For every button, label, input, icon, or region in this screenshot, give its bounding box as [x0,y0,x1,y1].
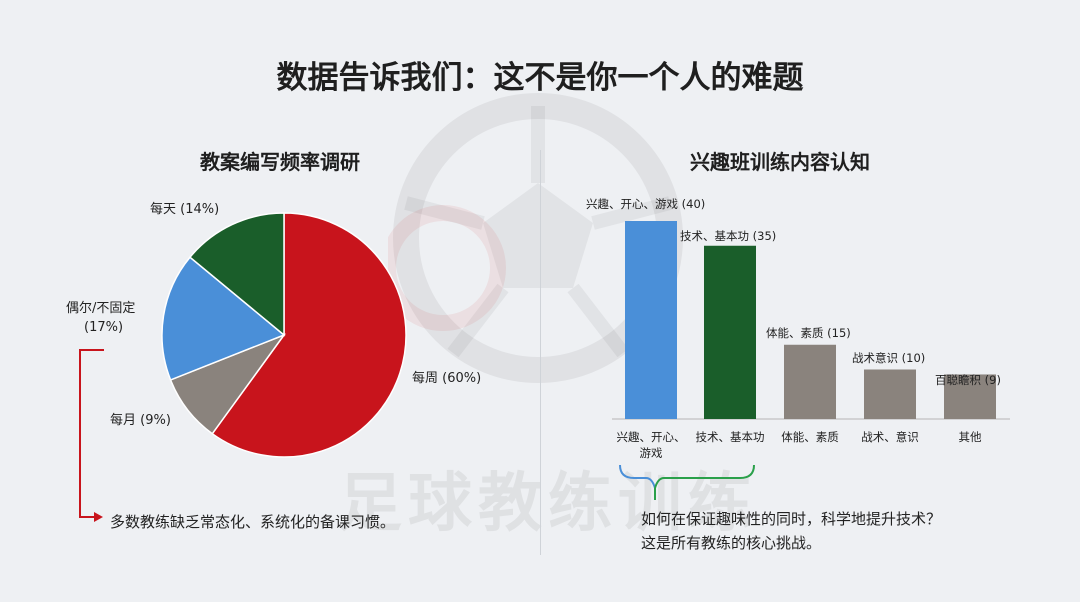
bar-value-label: 战术意识 (10) [852,351,925,365]
bar-value-label: 兴趣、开心、游戏 (40) [586,197,705,211]
page-title: 数据告诉我们：这不是你一个人的难题 [276,60,804,96]
bracket-arrow-icon [94,512,103,522]
bar-category-label: 技术、基本功 [696,430,765,444]
bar [944,374,996,419]
bar-value-label: 百聪瞻积 (9) [935,373,1001,387]
pie-slice [211,212,407,458]
pie-chart [161,212,407,458]
bar-category-label: 体能、素质 [781,430,839,444]
bar [704,245,756,419]
bar-value-label: 体能、素质 (15) [766,326,851,340]
pie-slice [161,256,286,381]
pie-label-monthly: 每月 (9%) [110,412,171,428]
pie-label-daily: 每天 (14%) [150,201,219,217]
pie-chart-title: 教案编写频率调研 [200,150,360,174]
bar [625,221,677,419]
bar [864,369,916,419]
pie-label-weekly: 每周 (60%) [412,370,481,386]
pie-label-occasional-line1: 偶尔/不固定 [66,301,135,316]
bar-takeaway-line1: 如何在保证趣味性的同时，科学地提升技术？ [641,510,942,528]
bar-takeaway-line2: 这是所有教练的核心挑战。 [641,534,822,552]
bar-chart [625,221,996,419]
watermark-text: 足球教练训练 [338,467,758,541]
brace-blue [619,464,656,489]
bar-category-label: 游戏 [640,446,663,460]
bar-takeaway: 如何在保证趣味性的同时，科学地提升技术？ 这是所有教练的核心挑战。 [641,507,941,555]
brace-green [654,464,755,489]
center-divider [540,150,541,555]
bar [784,344,836,419]
bar-value-label: 技术、基本功 (35) [680,229,776,243]
bar-category-label: 其他 [959,430,982,444]
pie-label-occasional-line2: (17%) [84,320,123,335]
pie-takeaway: 多数教练缺乏常态化、系统化的备课习惯。 [110,513,396,531]
pie-slice [188,212,285,337]
pie-bracket-connector [79,349,104,518]
bar-category-label: 战术、意识 [861,430,919,444]
bar-category-label: 兴趣、开心、 [617,430,686,444]
bar-chart-title: 兴趣班训练内容认知 [690,150,870,174]
